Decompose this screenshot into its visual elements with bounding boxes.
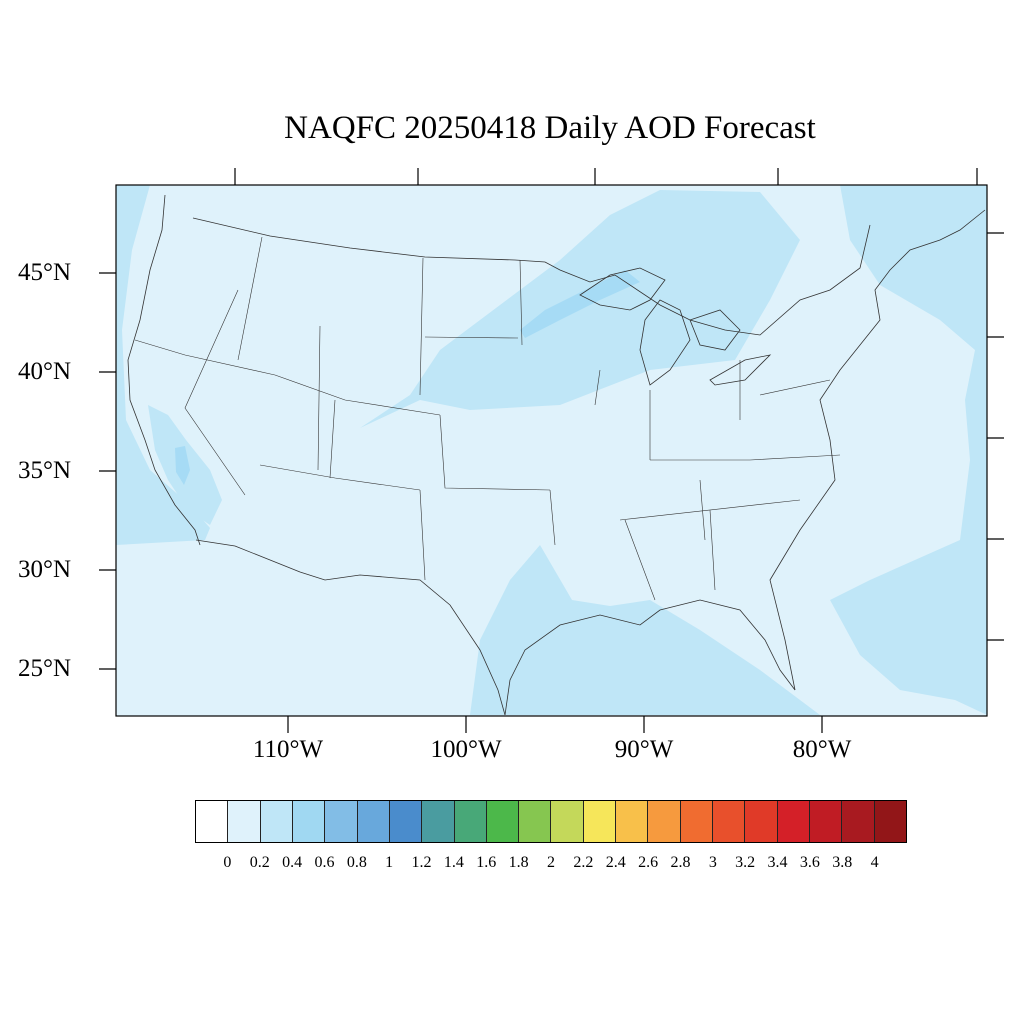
- great-lakes: [579, 267, 772, 386]
- colorbar-tick-label: 0.2: [249, 854, 270, 871]
- axis-ticks: [99, 168, 1004, 733]
- colorbar-swatch: [228, 801, 261, 842]
- lat-label-40n: 40°N: [18, 358, 72, 385]
- colorbar-tick-label: 4: [870, 854, 879, 871]
- colorbar-tick-label: 3: [708, 854, 717, 871]
- colorbar-tick-label: 0: [223, 854, 232, 871]
- aod-field: [116, 185, 987, 716]
- canada-border: [192, 217, 871, 336]
- colorbar-swatch: [486, 801, 520, 842]
- colorbar-tick-label: 2.6: [638, 854, 659, 871]
- colorbar-swatch: [648, 801, 681, 842]
- lon-label-100w: 100°W: [430, 736, 502, 763]
- colorbar-swatch: [519, 801, 552, 842]
- colorbar-tick-label: 2.4: [605, 854, 626, 871]
- aod-region-ca-valley: [175, 446, 190, 485]
- aod-region-dakota-streak: [520, 270, 640, 338]
- east-coast: [769, 209, 986, 691]
- gulf-coast: [504, 599, 796, 716]
- colorbar-tick-label: 1.4: [443, 854, 464, 871]
- colorbar-swatch: [809, 801, 843, 842]
- colorbar-tick-label: 3.2: [735, 854, 756, 871]
- colorbar-swatch: [454, 801, 487, 842]
- colorbar-tick-label: 2.2: [573, 854, 594, 871]
- colorbar-swatch: [196, 801, 229, 842]
- colorbar-swatch: [292, 801, 326, 842]
- colorbar-swatch: [842, 801, 875, 842]
- colorbar-swatch: [874, 801, 906, 842]
- colorbar-tick-label: 0.6: [314, 854, 335, 871]
- lat-label-30n: 30°N: [18, 556, 72, 583]
- colorbar-swatch: [357, 801, 390, 842]
- colorbar-tick-label: 1.8: [508, 854, 529, 871]
- colorbar-tick-label: 1: [385, 854, 394, 871]
- aod-colorbar: [195, 800, 907, 843]
- colorbar-tick-label: 0.4: [282, 854, 303, 871]
- colorbar-tick-label: 3.6: [799, 854, 820, 871]
- lon-label-110w: 110°W: [252, 736, 324, 763]
- lat-label-25n: 25°N: [18, 655, 72, 682]
- aod-region-pacific: [116, 185, 210, 545]
- colorbar-swatch: [551, 801, 584, 842]
- colorbar-swatch: [616, 801, 649, 842]
- colorbar-swatch: [745, 801, 778, 842]
- colorbar-tick-label: 2: [547, 854, 555, 871]
- colorbar-swatch: [389, 801, 423, 842]
- colorbar-swatch: [260, 801, 293, 842]
- colorbar-tick-label: 0.8: [346, 854, 367, 871]
- geo-boundaries: [127, 194, 986, 716]
- colorbar-swatch: [583, 801, 617, 842]
- colorbar-swatch: [680, 801, 713, 842]
- lon-label-80w: 80°W: [792, 736, 852, 763]
- mexico-border: [195, 539, 506, 716]
- state-lines: [134, 236, 841, 601]
- colorbar-tick-label: 1.2: [411, 854, 432, 871]
- lat-label-45n: 45°N: [18, 259, 72, 286]
- colorbar-tick-label: 1.6: [476, 854, 497, 871]
- map-title: NAQFC 20250418 Daily AOD Forecast: [284, 110, 816, 146]
- aod-region-gulf: [470, 545, 820, 715]
- map-frame: [115, 184, 988, 717]
- colorbar-tick-label: 3.4: [767, 854, 788, 871]
- lat-label-35n: 35°N: [18, 457, 72, 484]
- colorbar-tick-label: 3.8: [832, 854, 853, 871]
- colorbar-tick-label: 2.8: [670, 854, 691, 871]
- lon-label-90w: 90°W: [614, 736, 674, 763]
- west-coast: [127, 194, 201, 546]
- colorbar-swatch: [777, 801, 810, 842]
- colorbar-swatch: [422, 801, 455, 842]
- colorbar-swatch: [713, 801, 746, 842]
- colorbar-swatch: [325, 801, 358, 842]
- aod-region-ne-atlantic: [830, 185, 987, 715]
